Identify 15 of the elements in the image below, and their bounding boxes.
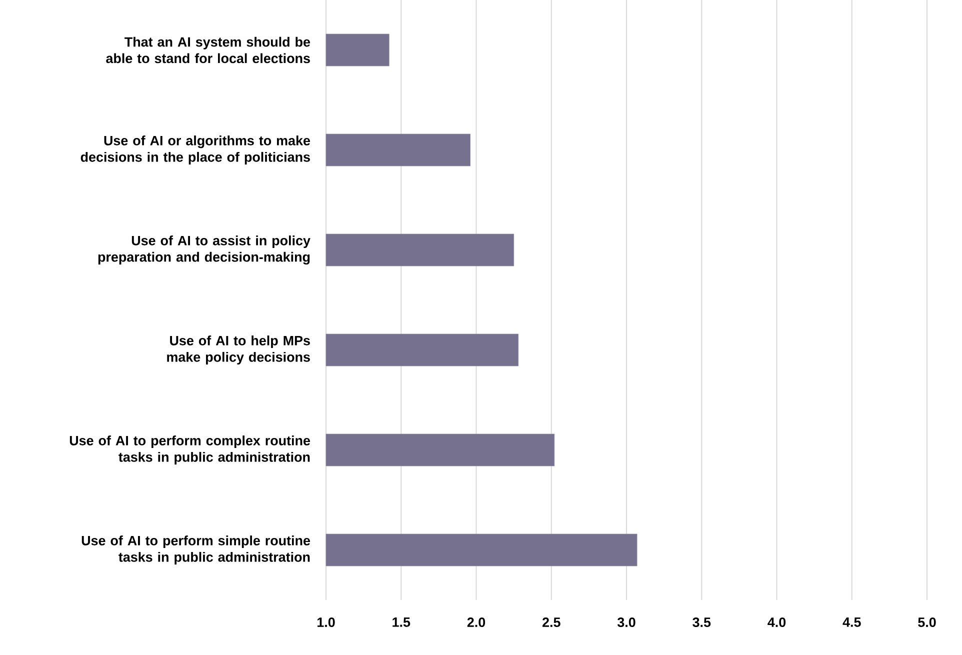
y-tick-label: Use of AI to perform simple routine tasks in public administration [82,536,310,564]
x-tick-label: 4.5 [842,618,861,627]
y-tick-label: Use of AI to help MPs make policy decisions [167,336,310,364]
x-tick-label: 3.0 [617,618,636,628]
x-tick-label: 2.0 [467,618,486,628]
x-tick-label: 1.0 [318,618,335,628]
y-tick-label: That an AI system should be able to stand for local elections [106,36,310,64]
y-tick-label: Use of AI or algorithms to make decisions in the place of politicians [80,136,310,164]
x-tick-label: 5.0 [918,618,936,628]
x-tick-label: 4.0 [768,618,786,628]
x-tick-label: 1.5 [392,618,410,627]
y-tick-label: Use of AI to assist in policy preparation and decision-making [98,235,310,265]
x-tick-label: 3.5 [692,618,711,628]
x-tick-label: 2.5 [542,618,560,628]
y-tick-label: Use of AI to perform complex routine tasks in public administration [70,436,310,464]
